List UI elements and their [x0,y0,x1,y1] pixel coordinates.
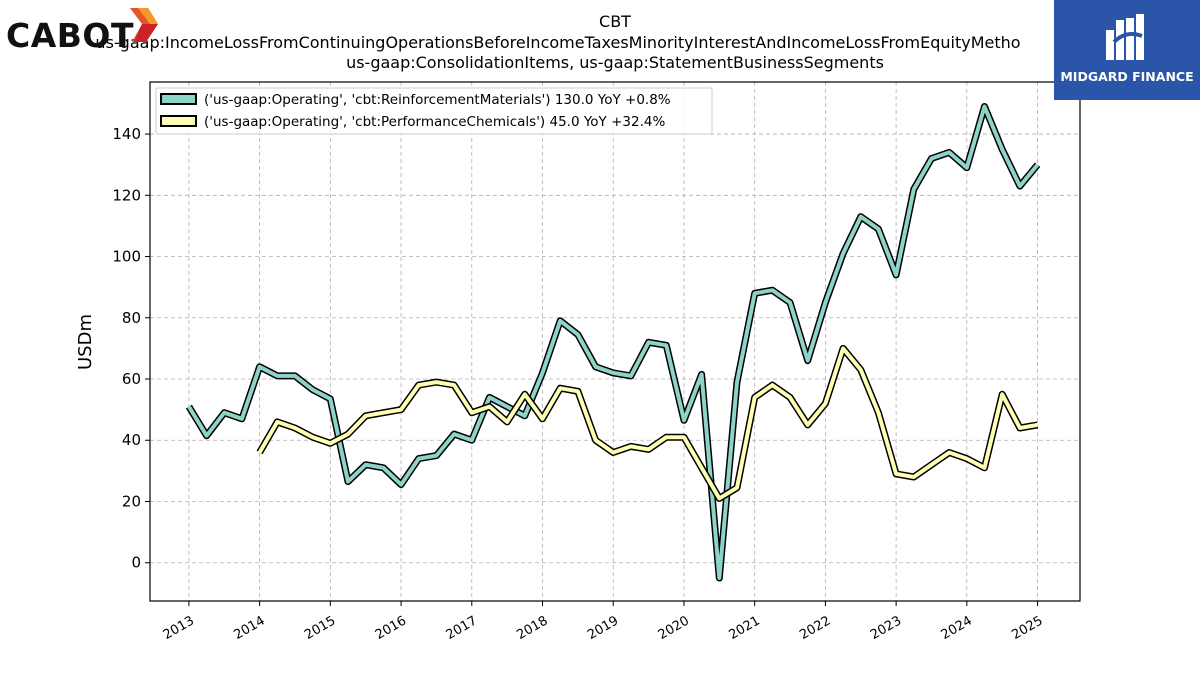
legend-label-performance: ('us-gaap:Operating', 'cbt:PerformanceCh… [204,114,665,130]
plot-frame [149,81,1081,602]
x-tick-label: 2014 [231,613,267,643]
y-tick-label: 100 [112,248,141,266]
x-axis-ticks: 2013 2014 2015 2016 2017 2018 2019 2020 2021 2022… [161,601,1046,643]
x-tick-label: 2024 [939,613,975,643]
midgard-emblem-icon [1106,14,1144,60]
x-tick-label: 2022 [797,613,833,643]
cabot-logo-text: CABOT [6,16,134,55]
legend-swatch-performance [160,115,197,127]
x-tick-label: 2013 [161,613,197,643]
series-line-reinforcement-materials [187,104,1040,580]
x-tick-label: 2015 [302,613,338,643]
y-tick-label: 80 [122,309,141,327]
x-tick-label: 2025 [1009,613,1045,643]
y-axis-ticks: 0 20 40 60 80 100 120 140 [112,125,150,572]
x-tick-label: 2019 [585,613,621,643]
legend-swatch-reinforcement [160,93,197,105]
cabot-logo: CABOT [4,6,164,55]
y-tick-label: 140 [112,125,141,143]
x-tick-label: 2023 [868,613,904,643]
x-tick-label: 2020 [656,613,692,643]
grid-lines [150,82,1080,601]
chart-title: CBT [599,12,631,31]
legend: ('us-gaap:Operating', 'cbt:Reinforcement… [155,87,713,135]
midgard-logo-text: MIDGARD FINANCE [1060,69,1194,84]
x-tick-label: 2021 [727,613,763,643]
cabot-flame-icon [130,8,158,42]
y-tick-label: 20 [122,492,141,510]
legend-box [155,87,713,135]
legend-label-reinforcement: ('us-gaap:Operating', 'cbt:Reinforcement… [204,92,671,108]
y-tick-label: 40 [122,431,141,449]
chart-subtitle-line-2: us-gaap:ConsolidationItems, us-gaap:Stat… [346,53,884,72]
y-tick-label: 120 [112,186,141,204]
x-tick-label: 2018 [514,613,550,643]
y-tick-label: 0 [131,554,141,572]
x-tick-label: 2017 [444,613,480,643]
series-lines [185,103,1041,582]
y-tick-label: 60 [122,370,141,388]
x-tick-label: 2016 [373,613,409,643]
series-line-performance-chemicals [257,346,1038,501]
midgard-finance-logo: MIDGARD FINANCE [1054,0,1200,100]
series-line-performance-chemicals-outline [256,344,1039,502]
y-axis-label: USDm [75,314,96,370]
chart-subtitle-line-1: us-gaap:IncomeLossFromContinuingOperatio… [95,33,1020,52]
